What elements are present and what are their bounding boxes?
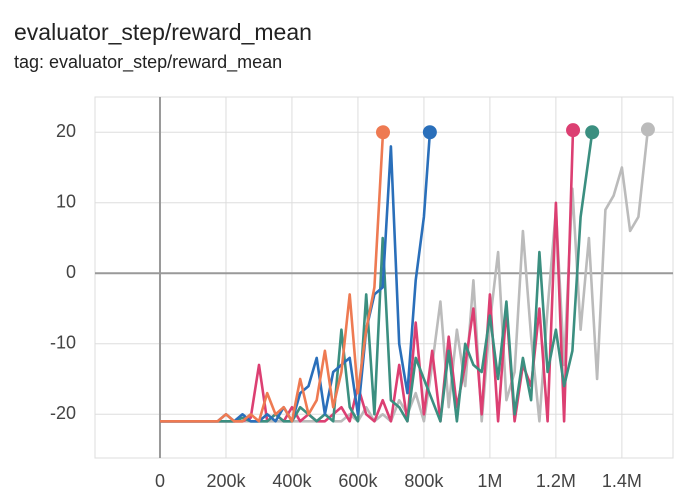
x-tick-label: 400k [272, 471, 312, 491]
chart-title: evaluator_step/reward_mean [14, 19, 312, 45]
x-tick-label: 1M [477, 471, 502, 491]
x-tick-label: 0 [155, 471, 165, 491]
y-tick-label: -20 [50, 403, 76, 423]
y-tick-label: 10 [56, 192, 76, 212]
chart-subtitle: tag: evaluator_step/reward_mean [14, 52, 282, 73]
end-point [640, 122, 655, 137]
series-line [160, 132, 385, 423]
x-tick-label: 1.4M [602, 471, 642, 491]
y-tick-label: 0 [66, 262, 76, 282]
series-line [160, 132, 594, 423]
plot-frame [94, 96, 674, 459]
x-tick-label: 600k [338, 471, 378, 491]
x-tick-label: 200k [206, 471, 246, 491]
end-point [585, 125, 600, 140]
end-point [376, 125, 391, 140]
x-tick-label: 800k [404, 471, 444, 491]
x-tick-label: 1.2M [536, 471, 576, 491]
y-tick-label: -10 [50, 333, 76, 353]
end-point [566, 123, 581, 138]
end-point [422, 125, 437, 140]
y-tick-label: 20 [56, 121, 76, 141]
